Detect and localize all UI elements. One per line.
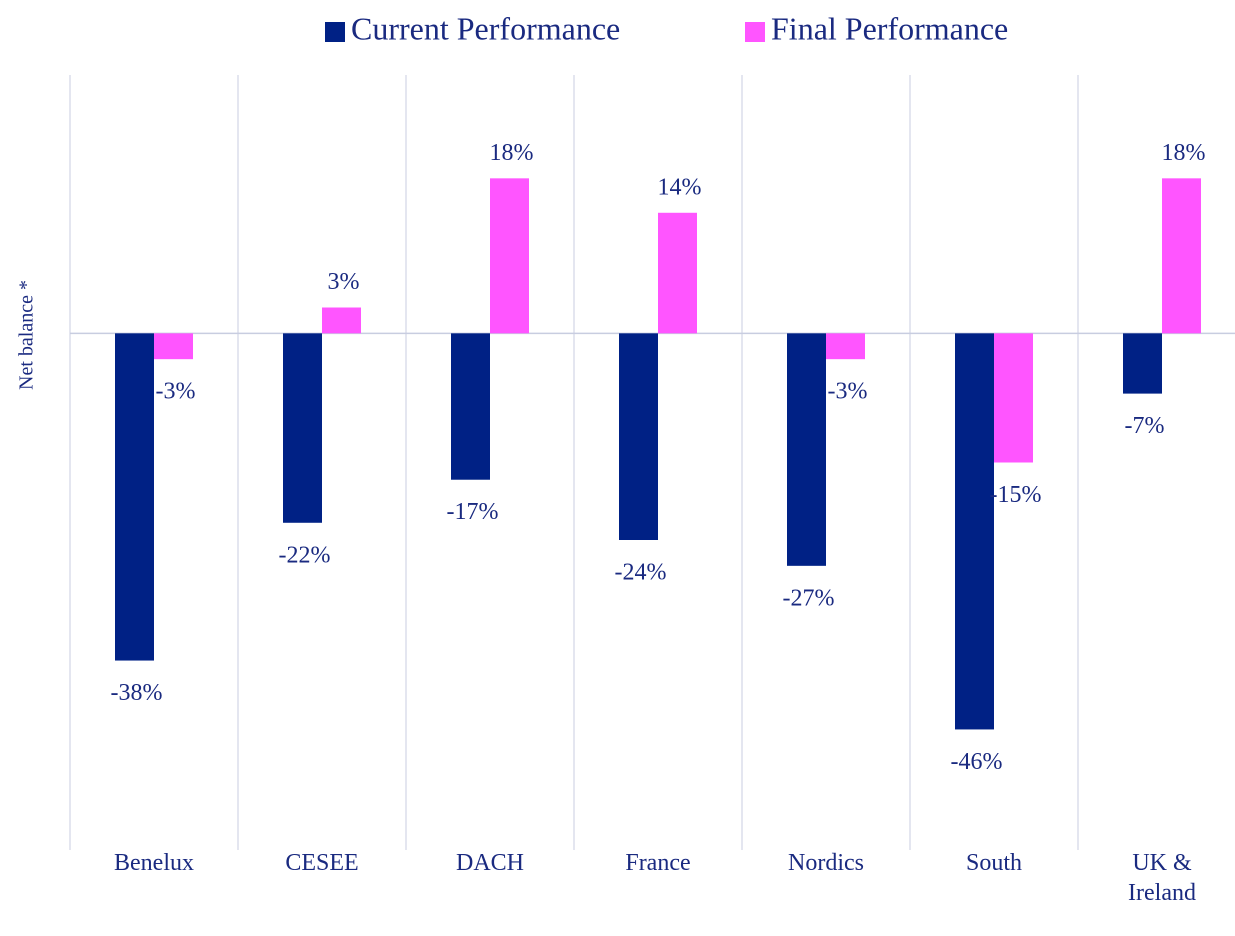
x-tick-label: DACH — [455, 850, 524, 876]
legend-label: Final Performance — [771, 10, 1008, 46]
x-tick-label: Nordics — [788, 850, 864, 876]
legend-swatch — [325, 22, 345, 42]
data-label: -15% — [990, 482, 1042, 508]
bar — [826, 333, 865, 360]
x-tick-label: France — [625, 850, 691, 876]
data-label: 18% — [490, 140, 534, 166]
bar — [955, 333, 994, 730]
bar — [1162, 178, 1201, 334]
data-label: 14% — [658, 174, 702, 200]
bar — [322, 307, 361, 334]
bar — [619, 333, 658, 540]
bar — [1123, 333, 1162, 394]
data-label: -24% — [615, 560, 667, 586]
data-label: -27% — [783, 585, 835, 611]
data-label: 3% — [328, 269, 360, 295]
data-label: 18% — [1162, 140, 1206, 166]
x-tick-label: Benelux — [114, 850, 194, 876]
bar — [451, 333, 490, 480]
data-label: -38% — [111, 680, 163, 706]
data-label: -3% — [156, 379, 196, 405]
bar — [154, 333, 193, 360]
x-tick-label: UK & Ireland — [1128, 850, 1196, 906]
legend-label: Current Performance — [351, 10, 620, 46]
bar — [283, 333, 322, 523]
data-label: -22% — [279, 542, 331, 568]
bar — [490, 178, 529, 334]
bar — [115, 333, 154, 661]
bar — [658, 212, 697, 334]
data-label: -46% — [951, 749, 1003, 775]
legend-swatch — [745, 22, 765, 42]
x-tick-label: CESEE — [285, 850, 359, 876]
data-label: -3% — [828, 379, 868, 405]
data-label: -7% — [1125, 413, 1165, 439]
x-tick-label: South — [965, 850, 1022, 876]
data-label: -17% — [447, 499, 499, 525]
bar — [994, 333, 1033, 463]
bar — [787, 333, 826, 566]
y-axis-label: Net balance * — [16, 280, 38, 390]
